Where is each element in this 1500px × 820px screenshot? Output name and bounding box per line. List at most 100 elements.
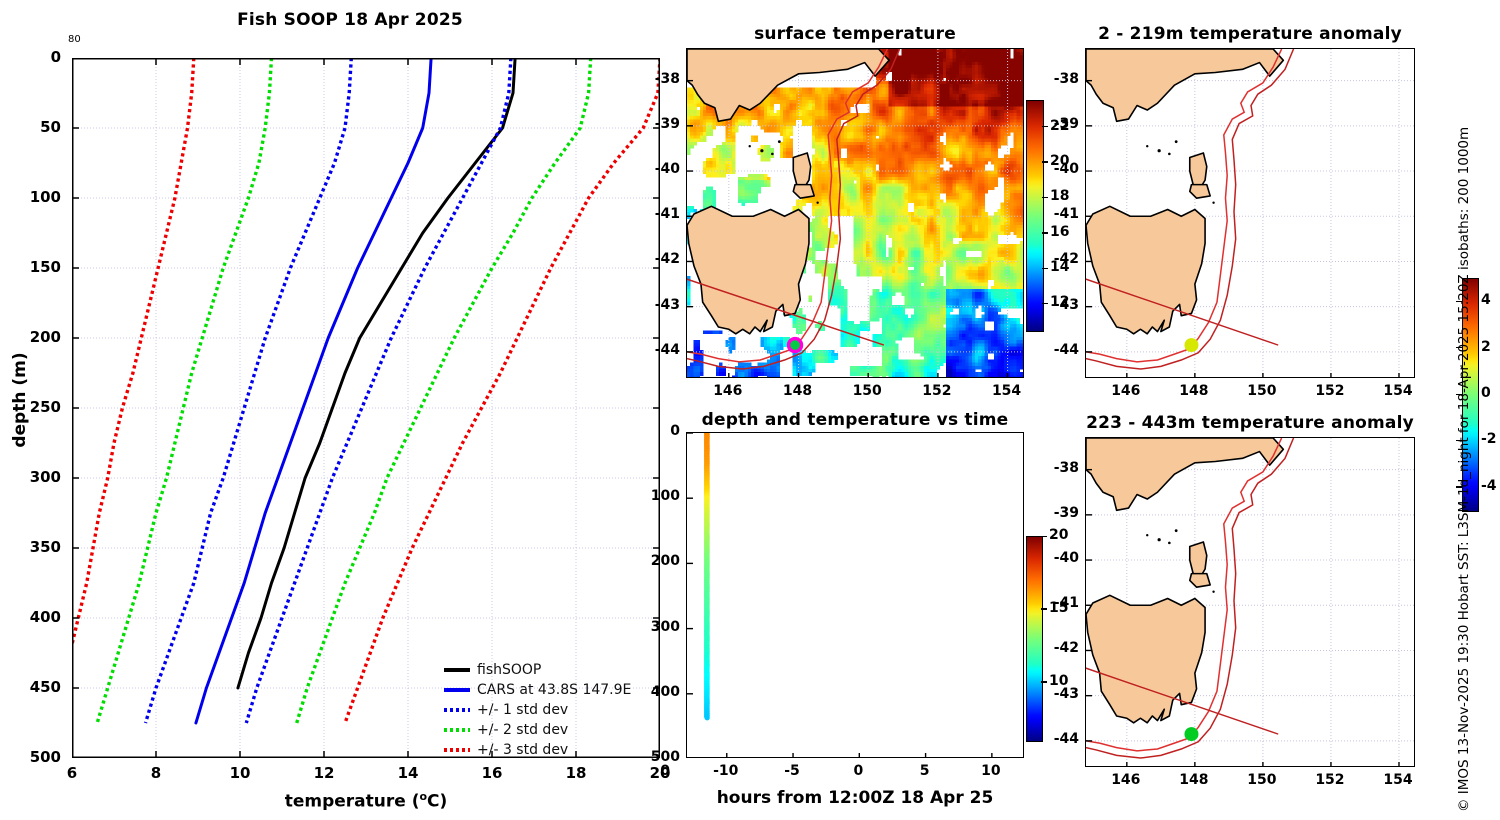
sst-pixel [879,173,883,178]
sst-pixel [818,138,822,143]
sst-pixel [1016,247,1021,251]
sst-pixel [837,180,841,184]
sst-pixel [981,183,985,187]
sst-pixel [997,209,1001,213]
sst-pixel [955,253,960,258]
sst-pixel [994,141,998,146]
sst-pixel [831,212,835,216]
sst-pixel [997,167,1001,171]
sst-pixel [959,141,963,146]
sst-pixel [1007,231,1011,235]
sst-pixel [975,100,979,104]
sst-pixel [962,244,966,248]
sst-pixel [914,93,918,98]
sst-pixel [978,106,982,111]
sst-pixel [952,260,957,264]
sst-pixel [898,65,902,69]
sst-pixel [991,103,995,107]
sst-pixel [939,157,944,162]
sst-pixel [971,84,976,88]
sst-pixel [706,170,710,175]
sst-pixel [991,106,995,111]
sst-pixel [824,157,829,162]
sst-pixel [859,177,864,181]
sst-pixel [971,177,976,181]
sst-pixel [911,49,915,53]
sst-pixel [907,93,912,98]
sst-pixel [994,68,998,72]
sst-pixel [815,100,819,104]
sst-pixel [959,132,963,136]
sst-pixel [984,218,989,223]
sst-pixel [971,234,976,239]
sst-pixel [859,221,864,226]
sst-pixel [917,167,921,171]
sst-pixel [930,199,934,203]
sst-pixel [911,58,915,63]
sst-pixel [879,170,883,175]
sst-pixel [891,186,896,191]
sst-pixel [955,161,960,165]
sst-pixel [946,183,950,187]
sst-pixel [843,106,848,111]
sst-pixel [968,257,973,261]
sst-pixel [847,116,851,120]
sst-pixel [923,71,928,75]
sst-pixel [834,100,838,104]
sst-pixel [997,170,1001,175]
sst-pixel [975,151,979,155]
sst-pixel [927,263,931,267]
sst-pixel [847,154,851,159]
sst-pixel [818,132,822,136]
sst-pixel [1023,87,1024,91]
sst-pixel [898,177,902,181]
sst-pixel [799,87,803,91]
sst-pixel [895,132,899,136]
sst-pixel [965,257,969,261]
sst-pixel [952,247,957,251]
sst-pixel [738,180,742,184]
sst-pixel [901,170,905,175]
sst-pixel [827,244,832,248]
sst-pixel [911,180,915,184]
sst-pixel [981,74,985,79]
sst-pixel [882,196,886,200]
sst-pixel [795,116,800,120]
sst-pixel [747,113,752,117]
sst-pixel [959,167,963,171]
sst-pixel [914,84,918,88]
sst-pixel [805,119,809,123]
sst-pixel [997,157,1001,162]
sst-pixel [987,257,992,261]
sst-pixel [971,122,976,127]
sst-pixel [946,180,950,184]
sst-pixel [907,177,912,181]
sst-pixel [859,154,864,159]
sst-pixel [875,237,880,242]
sst-pixel [936,90,941,95]
sst-pixel [770,109,774,114]
sst-pixel [818,119,822,123]
sst-pixel [709,186,713,191]
sst-pixel [936,253,941,258]
sst-pixel [882,209,886,213]
sst-pixel [959,170,963,175]
sst-pixel [703,135,707,139]
sst-pixel [914,199,918,203]
sst-pixel [946,199,950,203]
sst-pixel [955,170,960,175]
sst-pixel [920,170,925,175]
sst-pixel [703,129,707,133]
sst-pixel [715,161,720,165]
sst-pixel [968,170,973,175]
sst-pixel [1003,209,1008,213]
sst-pixel [786,122,790,127]
sst-pixel [709,193,713,197]
legend-swatch [444,748,470,752]
sst-pixel [907,244,912,248]
sst-pixel [936,225,941,229]
sst-pixel [1003,122,1008,127]
sst-pixel [811,183,816,187]
sst-pixel [827,87,832,91]
sst-pixel [843,90,848,95]
